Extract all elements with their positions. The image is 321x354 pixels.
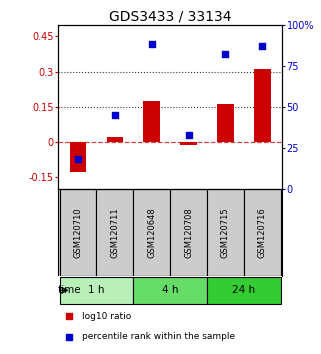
Bar bbox=[170, 189, 207, 276]
Text: GSM120715: GSM120715 bbox=[221, 207, 230, 258]
Point bbox=[75, 156, 81, 162]
Text: time: time bbox=[58, 285, 82, 295]
Bar bbox=[60, 189, 96, 276]
Point bbox=[112, 112, 117, 118]
Text: GSM120711: GSM120711 bbox=[110, 207, 119, 258]
Text: GSM120710: GSM120710 bbox=[74, 207, 82, 258]
Bar bbox=[96, 189, 133, 276]
Point bbox=[149, 42, 154, 47]
Text: log10 ratio: log10 ratio bbox=[82, 312, 132, 321]
Bar bbox=[70, 142, 86, 172]
Bar bbox=[254, 69, 271, 142]
Bar bbox=[207, 189, 244, 276]
Point bbox=[186, 132, 191, 137]
Bar bbox=[133, 189, 170, 276]
Text: 1 h: 1 h bbox=[88, 285, 105, 295]
Point bbox=[260, 43, 265, 49]
Point bbox=[66, 313, 72, 319]
Bar bbox=[107, 137, 123, 142]
Bar bbox=[133, 278, 207, 304]
Bar bbox=[217, 104, 234, 142]
Point bbox=[223, 51, 228, 57]
Text: percentile rank within the sample: percentile rank within the sample bbox=[82, 332, 236, 341]
Text: GSM120648: GSM120648 bbox=[147, 207, 156, 258]
Text: GSM120708: GSM120708 bbox=[184, 207, 193, 258]
Bar bbox=[143, 101, 160, 142]
Text: 4 h: 4 h bbox=[162, 285, 178, 295]
Text: GSM120716: GSM120716 bbox=[258, 207, 267, 258]
Bar bbox=[60, 278, 133, 304]
Bar bbox=[244, 189, 281, 276]
Point bbox=[66, 334, 72, 339]
Bar bbox=[207, 278, 281, 304]
Title: GDS3433 / 33134: GDS3433 / 33134 bbox=[109, 10, 231, 24]
Text: 24 h: 24 h bbox=[232, 285, 256, 295]
Bar bbox=[180, 142, 197, 145]
